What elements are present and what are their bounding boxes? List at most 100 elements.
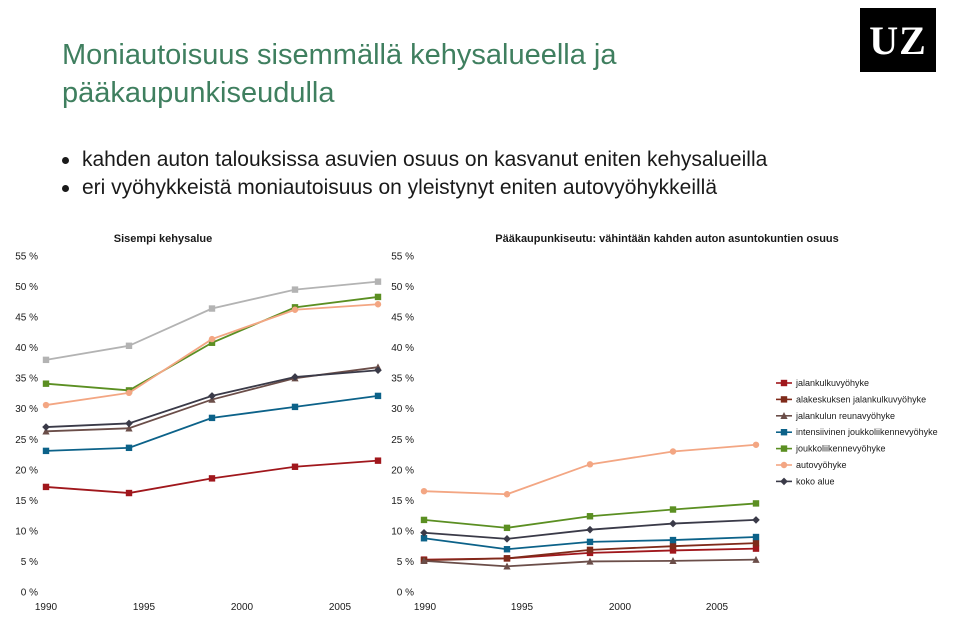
y-tick-label: 40 % [391, 343, 414, 354]
data-point [420, 557, 428, 565]
legend-entry: jalankulun reunavyöhyke [776, 411, 895, 421]
data-point [586, 461, 594, 468]
data-point [503, 546, 511, 553]
series-unnamed-6 [42, 278, 382, 364]
data-point [125, 342, 133, 350]
legend-entry: intensiivinen joukkoliikennevyöhyke [776, 427, 938, 437]
y-tick-label: 30 % [15, 404, 38, 415]
data-point [291, 403, 299, 411]
y-tick-label: 15 % [15, 496, 38, 507]
legend-marker [780, 396, 788, 403]
data-point [586, 513, 594, 520]
bullet-item: kahden auton talouksissa asuvien osuus o… [60, 146, 767, 174]
y-tick-label: 30 % [391, 404, 414, 415]
data-point [586, 538, 594, 546]
data-point [374, 301, 382, 308]
data-point [374, 278, 382, 285]
y-tick-label: 10 % [15, 526, 38, 537]
y-tick-label: 20 % [15, 465, 38, 476]
data-point [42, 423, 50, 431]
data-point [586, 557, 594, 565]
data-point [503, 491, 511, 498]
bullet-list: kahden auton talouksissa asuvien osuus o… [60, 146, 767, 202]
data-point [669, 547, 677, 554]
legend-label: koko alue [796, 476, 835, 486]
x-tick-label: 1995 [133, 602, 156, 613]
data-point [208, 339, 216, 346]
y-tick-label: 25 % [391, 435, 414, 446]
series-line [45, 395, 379, 452]
y-tick-label: 15 % [391, 496, 414, 507]
legend: jalankulkuvyöhyke alakeskuksen jalankulku… [776, 378, 938, 486]
legend-entry: jalankulkuvyöhyke [776, 378, 869, 388]
data-point [374, 457, 382, 464]
data-point [503, 555, 511, 562]
series-intensiivinen-joukkoliikennevyöhyke [42, 392, 382, 455]
slide-title-line-1: Moniautoisuus sisemmällä kehysalueella j… [62, 39, 617, 71]
series-koko-alue [42, 366, 382, 431]
data-point [752, 500, 760, 507]
data-point [208, 475, 216, 482]
data-point [586, 546, 594, 554]
legend-label: jalankulun reunavyöhyke [795, 411, 895, 421]
data-point [208, 392, 216, 400]
y-tick-label: 5 % [397, 557, 414, 568]
data-point [125, 419, 133, 428]
y-tick-label: 55 % [15, 252, 38, 263]
data-point [291, 306, 299, 313]
legend-entry: autovyöhyke [776, 460, 847, 470]
data-point [42, 380, 50, 387]
chart-area: Sisempi kehysalue 0 % 5 % 10 % 15 % 20 % 25 % 3… [15, 233, 938, 613]
data-point [420, 488, 428, 495]
data-point [374, 293, 382, 301]
y-tick-label: 35 % [15, 374, 38, 385]
slide-title-line-2: pääkaupunkiseudulla [62, 77, 335, 109]
data-point [125, 424, 133, 432]
y-tick-label: 45 % [15, 313, 38, 324]
legend-entry: alakeskuksen jalankulkuvyöhyke [776, 394, 926, 404]
chart-title: Pääkaupunkiseutu: vähintään kahden auton… [495, 233, 839, 245]
series-jalankulun-reunavyöhyke [420, 555, 760, 570]
data-point [752, 533, 760, 541]
x-tick-label: 2000 [231, 602, 254, 613]
series-jalankulkuvyöhyke [42, 457, 382, 497]
data-point [420, 516, 428, 524]
data-point [420, 535, 428, 542]
x-tick-label: 1995 [511, 602, 534, 613]
legend-label: jalankulkuvyöhyke [795, 378, 869, 388]
chart-title: Sisempi kehysalue [114, 233, 212, 245]
y-tick-label: 40 % [15, 343, 38, 354]
y-tick-label: 50 % [391, 282, 414, 293]
data-point [752, 545, 760, 552]
data-point [42, 401, 50, 409]
data-point [669, 506, 677, 513]
series-autovyöhyke [420, 441, 760, 498]
legend-entry: joukkoliikennevyöhyke [776, 444, 886, 454]
legend-marker [780, 461, 788, 469]
y-tick-label: 50 % [15, 282, 38, 293]
y-tick-label: 45 % [391, 313, 414, 324]
data-point [42, 427, 50, 435]
data-point [669, 519, 677, 528]
y-tick-label: 0 % [397, 588, 414, 599]
x-tick-label: 1990 [414, 602, 437, 613]
data-point [125, 389, 133, 397]
legend-marker [780, 445, 788, 452]
data-point [669, 536, 677, 544]
y-tick-label: 25 % [15, 435, 38, 446]
legend-label: intensiivinen joukkoliikennevyöhyke [796, 427, 938, 437]
data-point [503, 524, 511, 532]
data-point [208, 414, 216, 422]
y-tick-label: 0 % [21, 588, 38, 599]
x-tick-label: 2005 [329, 602, 352, 613]
x-tick-label: 2000 [609, 602, 632, 613]
series-intensiivinen-joukkoliikennevyöhyke [420, 533, 760, 553]
uz-logo: UZ [860, 8, 936, 72]
data-point [752, 555, 760, 563]
x-tick-label: 1990 [35, 602, 58, 613]
y-tick-label: 35 % [391, 374, 414, 385]
legend-label: alakeskuksen jalankulkuvyöhyke [796, 394, 926, 404]
data-point [125, 444, 133, 452]
data-point [42, 356, 50, 364]
data-point [752, 516, 760, 524]
